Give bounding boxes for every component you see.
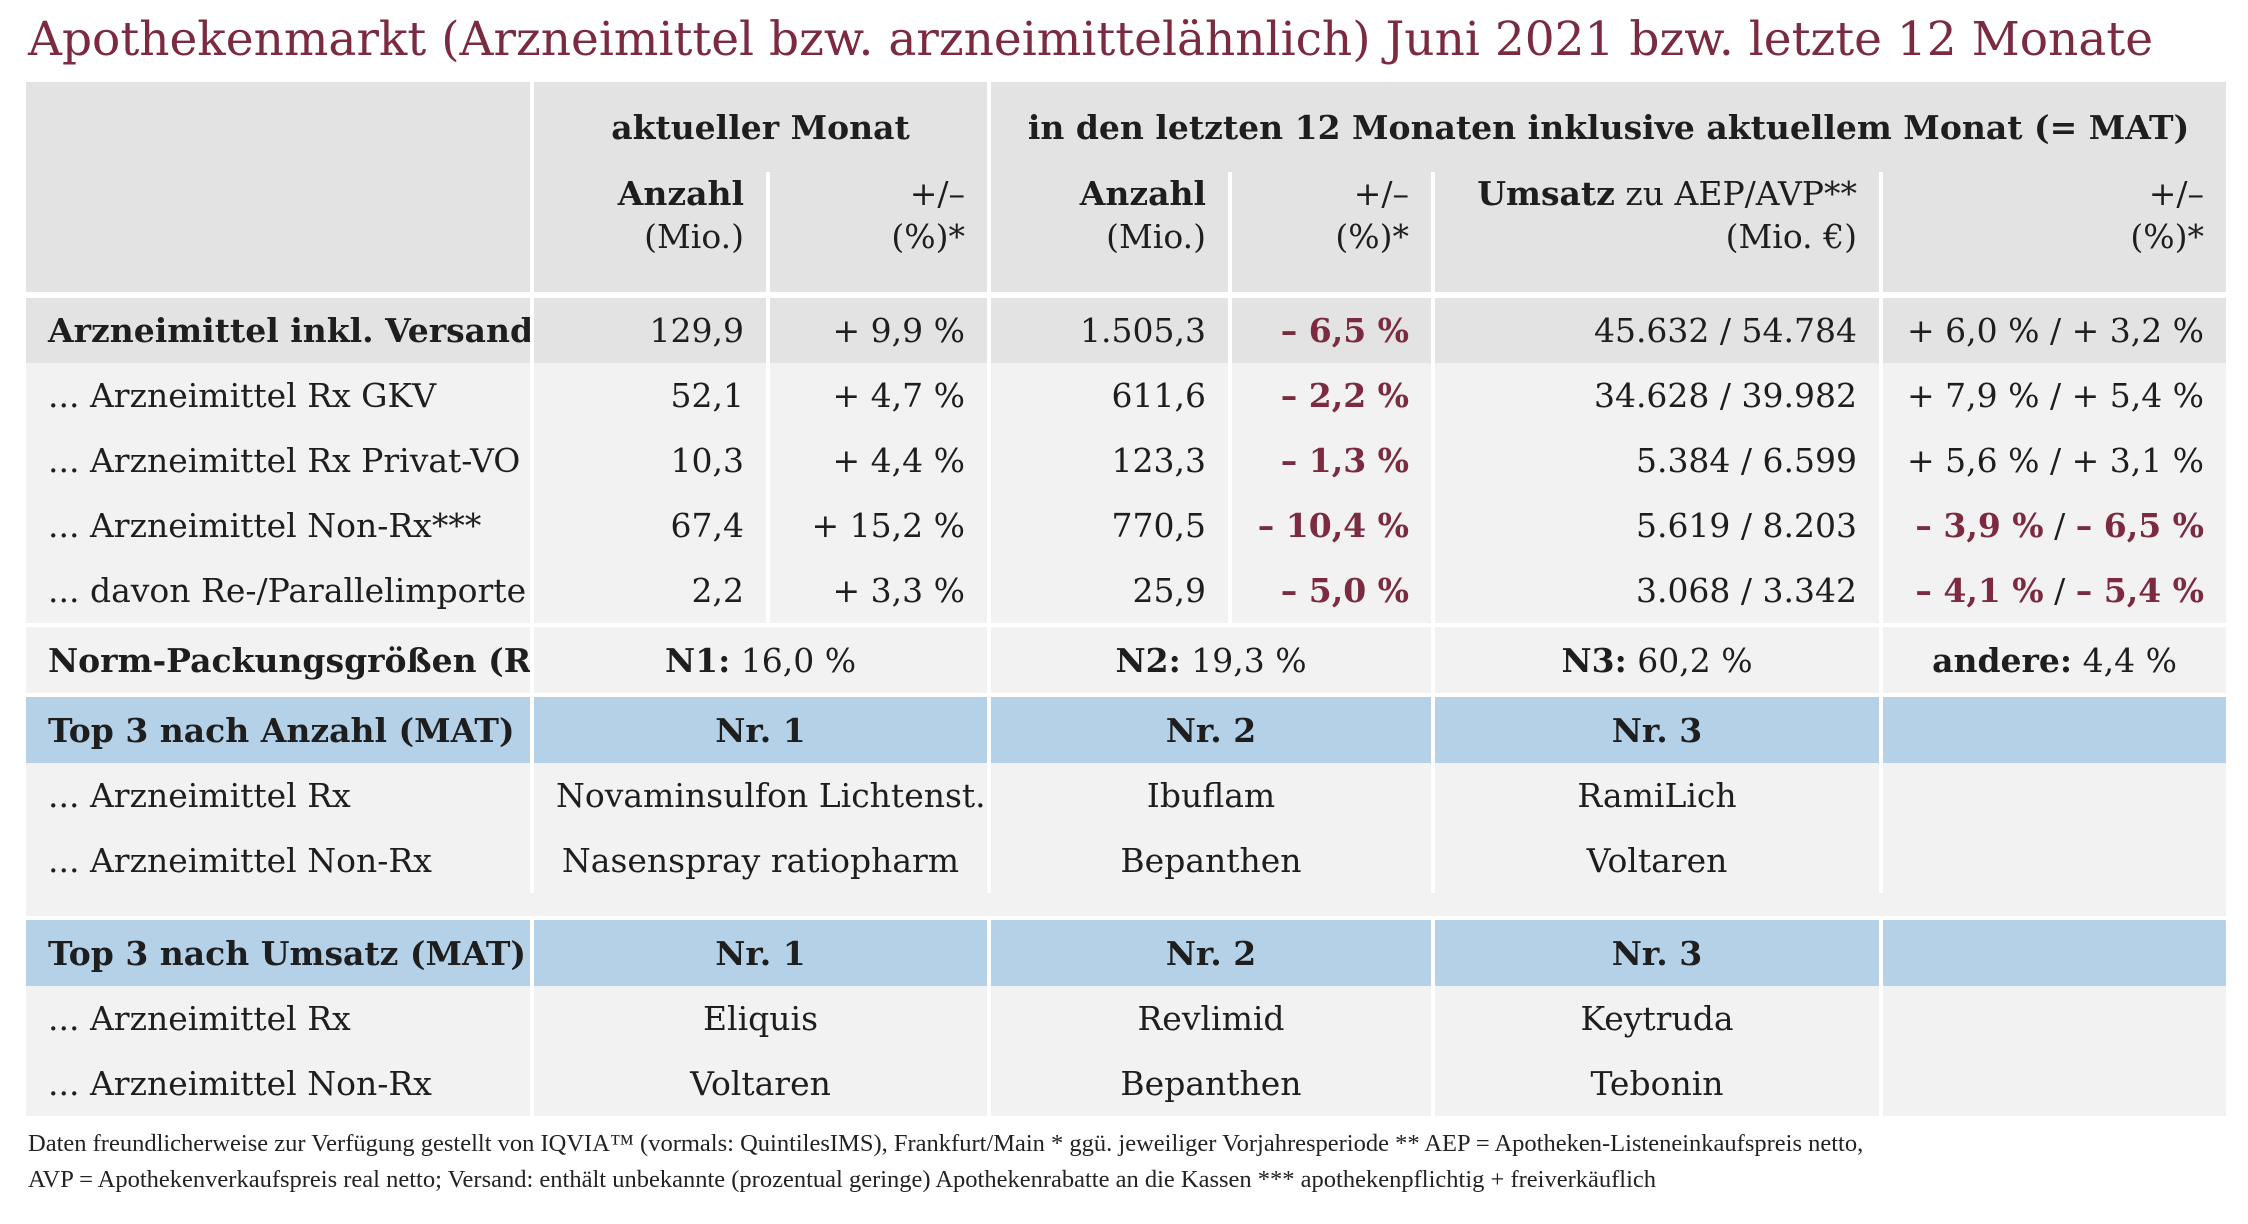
revenue: 5.619 / 8.203 [1431, 493, 1881, 558]
header-mat-count: Anzahl (Mio.) [987, 172, 1230, 292]
table-row: ... Arzneimittel Rx Novaminsulfon Lichte… [26, 763, 2227, 828]
mat-pct: – 10,4 % [1228, 493, 1433, 558]
cur-pct: + 4,4 % [766, 428, 989, 493]
row-label: ... Arzneimittel Rx [26, 763, 532, 828]
rank-1: Nr. 1 [530, 920, 989, 986]
cur-pct: + 3,3 % [766, 558, 989, 623]
top-count-title: Top 3 nach Anzahl (MAT) [26, 697, 532, 763]
rank-empty [1878, 920, 2227, 986]
header-cur-pct: +/– (%)* [766, 172, 989, 292]
table-row: Arzneimittel inkl. Versand 129,9 + 9,9 %… [26, 298, 2227, 363]
norm-other: andere: 4,4 % [1878, 627, 2227, 693]
rank-3: Nr. 3 [1431, 920, 1881, 986]
cur-pct: + 9,9 % [766, 298, 989, 363]
table-row: ... Arzneimittel Non-Rx*** 67,4 + 15,2 %… [26, 493, 2227, 558]
rev-pct: + 5,6 % / + 3,1 % [1878, 428, 2227, 493]
top-revenue-header: Top 3 nach Umsatz (MAT) Nr. 1 Nr. 2 Nr. … [26, 920, 2227, 986]
table-row: ... Arzneimittel Non-Rx Voltaren Bepanth… [26, 1051, 2227, 1116]
rank-1: Nr. 1 [530, 697, 989, 763]
revenue: 34.628 / 39.982 [1431, 363, 1881, 428]
revenue: 5.384 / 6.599 [1431, 428, 1881, 493]
mat-count: 611,6 [987, 363, 1230, 428]
header-empty [26, 82, 532, 172]
rank-empty [1878, 697, 2227, 763]
rank-2: Nr. 2 [987, 697, 1433, 763]
row-label: ... davon Re-/Parallelimporte [26, 558, 532, 623]
market-table: aktueller Monat in den letzten 12 Monate… [26, 82, 2227, 1116]
footnote-line-2: AVP = Apothekenverkaufspreis real netto;… [28, 1166, 1656, 1193]
header-revenue: Umsatz zu AEP/AVP** (Mio. €) [1431, 172, 1881, 292]
revenue: 3.068 / 3.342 [1431, 558, 1881, 623]
rev-pct: + 7,9 % / + 5,4 % [1878, 363, 2227, 428]
row-label: ... Arzneimittel Rx GKV [26, 363, 532, 428]
product-3: RamiLich [1431, 763, 1881, 828]
mat-count: 1.505,3 [987, 298, 1230, 363]
mat-count: 123,3 [987, 428, 1230, 493]
mat-pct: – 6,5 % [1228, 298, 1433, 363]
header-mat: in den letzten 12 Monaten inklusive aktu… [986, 82, 2227, 172]
norm-label: Norm-Packungsgrößen (Rx) [26, 627, 532, 693]
top-count-header: Top 3 nach Anzahl (MAT) Nr. 1 Nr. 2 Nr. … [26, 697, 2227, 763]
page-title: Apothekenmarkt (Arzneimittel bzw. arznei… [28, 12, 2154, 67]
cur-count: 2,2 [530, 558, 768, 623]
header-row-groups: aktueller Monat in den letzten 12 Monate… [26, 82, 2227, 172]
product-3: Tebonin [1431, 1051, 1881, 1116]
revenue: 45.632 / 54.784 [1431, 298, 1881, 363]
mat-pct: – 5,0 % [1228, 558, 1433, 623]
table-row: ... Arzneimittel Rx GKV 52,1 + 4,7 % 611… [26, 363, 2227, 428]
cur-count: 10,3 [530, 428, 768, 493]
row-label: ... Arzneimittel Non-Rx [26, 828, 532, 893]
rev-pct: – 4,1 % / – 5,4 % [1878, 558, 2227, 623]
rank-3: Nr. 3 [1431, 697, 1881, 763]
table-row: ... davon Re-/Parallelimporte 2,2 + 3,3 … [26, 558, 2227, 623]
row-label: Arzneimittel inkl. Versand [26, 298, 532, 363]
product-2: Bepanthen [987, 828, 1433, 893]
row-label: ... Arzneimittel Non-Rx*** [26, 493, 532, 558]
top-revenue-title: Top 3 nach Umsatz (MAT) [26, 920, 532, 986]
mat-count: 25,9 [987, 558, 1230, 623]
rev-pct: + 6,0 % / + 3,2 % [1878, 298, 2227, 363]
product-2: Ibuflam [987, 763, 1433, 828]
table-row: ... Arzneimittel Rx Eliquis Revlimid Key… [26, 986, 2227, 1051]
table-row: ... Arzneimittel Rx Privat-VO 10,3 + 4,4… [26, 428, 2227, 493]
header-row-columns: Anzahl (Mio.) +/– (%)* Anzahl (Mio.) +/– (%)… [26, 172, 2227, 292]
mat-count: 770,5 [987, 493, 1230, 558]
product-2: Revlimid [987, 986, 1433, 1051]
mat-pct: – 2,2 % [1228, 363, 1433, 428]
cur-pct: + 15,2 % [766, 493, 989, 558]
mat-pct: – 1,3 % [1228, 428, 1433, 493]
footnote-line-1: Daten freundlicherweise zur Verfügung ge… [28, 1130, 1864, 1157]
cur-count: 52,1 [530, 363, 768, 428]
cur-pct: + 4,7 % [766, 363, 989, 428]
row-label: ... Arzneimittel Rx [26, 986, 532, 1051]
header-cur-count: Anzahl (Mio.) [530, 172, 768, 292]
cur-count: 67,4 [530, 493, 768, 558]
norm-n3: N3: 60,2 % [1431, 627, 1881, 693]
product-2: Bepanthen [987, 1051, 1433, 1116]
norm-row: Norm-Packungsgrößen (Rx) N1: 16,0 % N2: … [26, 627, 2227, 693]
header-mat-pct: +/– (%)* [1228, 172, 1433, 292]
row-label: ... Arzneimittel Non-Rx [26, 1051, 532, 1116]
header-rev-pct: +/– (%)* [1878, 172, 2227, 292]
table-row: ... Arzneimittel Non-Rx Nasenspray ratio… [26, 828, 2227, 893]
product-1: Nasenspray ratiopharm [530, 828, 989, 893]
product-3: Voltaren [1431, 828, 1881, 893]
row-label: ... Arzneimittel Rx Privat-VO [26, 428, 532, 493]
product-3: Keytruda [1431, 986, 1881, 1051]
header-empty-2 [26, 172, 532, 292]
product-1: Voltaren [530, 1051, 989, 1116]
rank-2: Nr. 2 [987, 920, 1433, 986]
cur-count: 129,9 [530, 298, 768, 363]
product-1: Novaminsulfon Lichtenst. [530, 763, 989, 828]
product-1: Eliquis [530, 986, 989, 1051]
norm-n1: N1: 16,0 % [530, 627, 989, 693]
rev-pct: – 3,9 % / – 6,5 % [1878, 493, 2227, 558]
header-current-month: aktueller Monat [530, 82, 989, 172]
norm-n2: N2: 19,3 % [987, 627, 1433, 693]
